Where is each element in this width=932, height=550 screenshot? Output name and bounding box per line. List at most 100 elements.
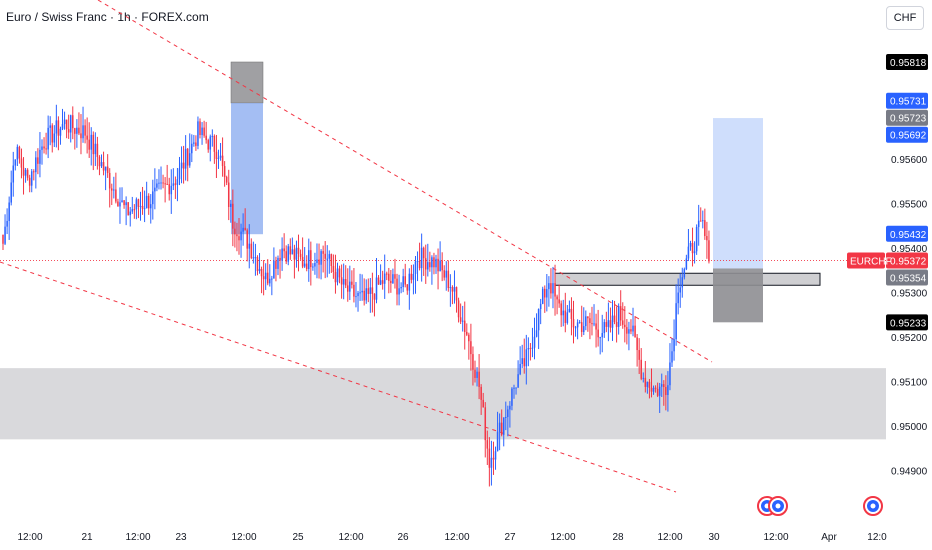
candle-body [351,281,353,285]
candle-body [693,251,696,254]
candle-body [230,203,232,207]
candle-body [43,146,45,149]
upper-trendline[interactable] [97,0,713,363]
candle-body [554,283,556,297]
candle-body [234,228,236,235]
candle-body [65,119,68,130]
candle-body [381,280,384,284]
candle-body [591,323,593,325]
candle-body [496,431,499,452]
candle-body [687,246,690,259]
x-tick-label: 12:00 [657,532,682,543]
candle-body [80,133,82,139]
candle-body [74,128,76,134]
candle-body [353,284,355,297]
candle-body [252,257,255,259]
candle-body [53,133,56,143]
candle-body [141,205,144,209]
candle-body [283,248,285,252]
candle-body [156,183,158,188]
candle-body [209,136,212,150]
candle-body [297,247,300,254]
currency-unit-button[interactable]: CHF [886,6,924,30]
candle-body [443,270,445,278]
candle-body [164,183,166,185]
candle-body [14,159,17,166]
candle-body [505,417,507,419]
candle-body [427,262,429,270]
candle-body [61,124,64,129]
candle-body [254,257,257,259]
x-tick-label: 12:00 [17,532,42,543]
candle-body [363,290,365,301]
candle-body [695,227,698,252]
candle-body [494,451,497,460]
candle-body [12,165,15,183]
candle-body [451,287,454,292]
candle-body [410,273,413,280]
candle-body [388,273,390,281]
price-tag-label: 0.95233 [890,318,927,329]
economic-event-icon[interactable] [768,496,788,516]
candle-body [361,290,363,293]
candle-body [147,195,150,209]
price-tag [886,269,928,286]
candle-body [260,269,263,277]
candle-body [340,277,343,285]
candle-body [188,153,191,166]
x-tick-label: 12:00 [763,532,788,543]
y-tick-label: 0.95600 [891,155,928,166]
candle-body [461,320,464,322]
candle-body [429,262,431,268]
candle-body [303,263,306,267]
candle-body [537,309,540,331]
candle-body [646,381,649,387]
x-tick-label: 23 [175,532,187,543]
candle-body [402,276,404,288]
lower-trendline[interactable] [0,261,677,493]
candle-body [599,337,601,339]
candle-body [82,125,84,139]
candle-body [539,303,542,310]
candle-body [509,405,511,410]
candle-body [626,327,628,334]
candle-body [459,317,462,322]
candle-body [86,135,88,140]
candle-body [383,273,386,284]
candle-body [8,202,10,221]
candle-body [671,351,673,363]
candle-body [205,135,207,141]
candle-body [10,182,12,203]
candle-body [170,185,173,195]
candle-body [172,183,175,186]
candle-body [607,320,610,327]
y-tick-label: 0.95300 [891,289,928,300]
candle-body [131,209,134,212]
candle-body [178,168,181,180]
candle-body [162,182,164,184]
candle-body [617,306,620,327]
candle-body [486,440,489,449]
economic-event-icon[interactable] [863,496,883,516]
candle-body [223,166,226,178]
candle-body [632,325,634,332]
chart-title: Euro / Swiss Franc · 1h · FOREX.com [6,10,209,24]
candle-body [531,347,534,349]
candle-body [420,247,423,269]
candle-body [113,189,115,191]
candle-body [47,127,49,150]
candle-body [422,247,425,259]
candle-body [2,234,4,244]
candle-body [355,296,357,298]
candle-body [357,292,359,297]
price-tag-label: 0.95354 [890,273,927,284]
candle-body [262,276,265,280]
candle-body [201,127,203,136]
x-tick-label: 26 [397,532,409,543]
candle-body [301,256,304,267]
candle-body [336,268,339,283]
candle-body [102,162,105,171]
candle-body [585,316,587,327]
